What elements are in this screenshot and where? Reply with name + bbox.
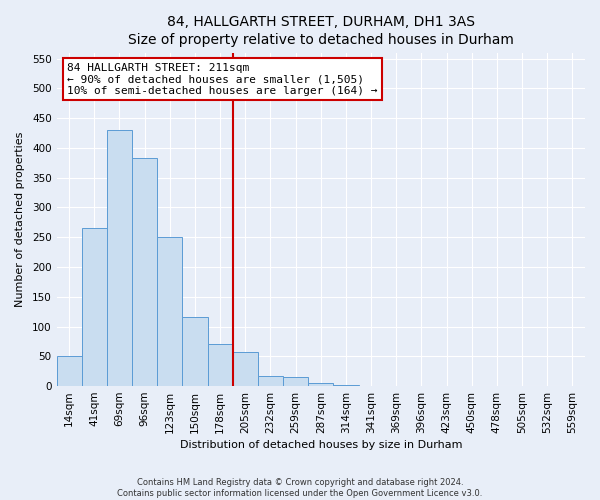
Text: Contains HM Land Registry data © Crown copyright and database right 2024.
Contai: Contains HM Land Registry data © Crown c…	[118, 478, 482, 498]
Bar	[132, 158, 157, 386]
Bar	[56, 356, 82, 386]
Bar	[283, 377, 308, 386]
Text: 84 HALLGARTH STREET: 211sqm
← 90% of detached houses are smaller (1,505)
10% of : 84 HALLGARTH STREET: 211sqm ← 90% of det…	[67, 62, 377, 96]
Bar	[208, 344, 233, 386]
Bar	[233, 352, 258, 386]
Bar	[308, 383, 334, 386]
Bar	[258, 376, 283, 386]
Y-axis label: Number of detached properties: Number of detached properties	[15, 132, 25, 307]
Bar	[82, 228, 107, 386]
Title: 84, HALLGARTH STREET, DURHAM, DH1 3AS
Size of property relative to detached hous: 84, HALLGARTH STREET, DURHAM, DH1 3AS Si…	[128, 15, 514, 48]
Bar	[157, 238, 182, 386]
Bar	[107, 130, 132, 386]
X-axis label: Distribution of detached houses by size in Durham: Distribution of detached houses by size …	[179, 440, 462, 450]
Bar	[182, 317, 208, 386]
